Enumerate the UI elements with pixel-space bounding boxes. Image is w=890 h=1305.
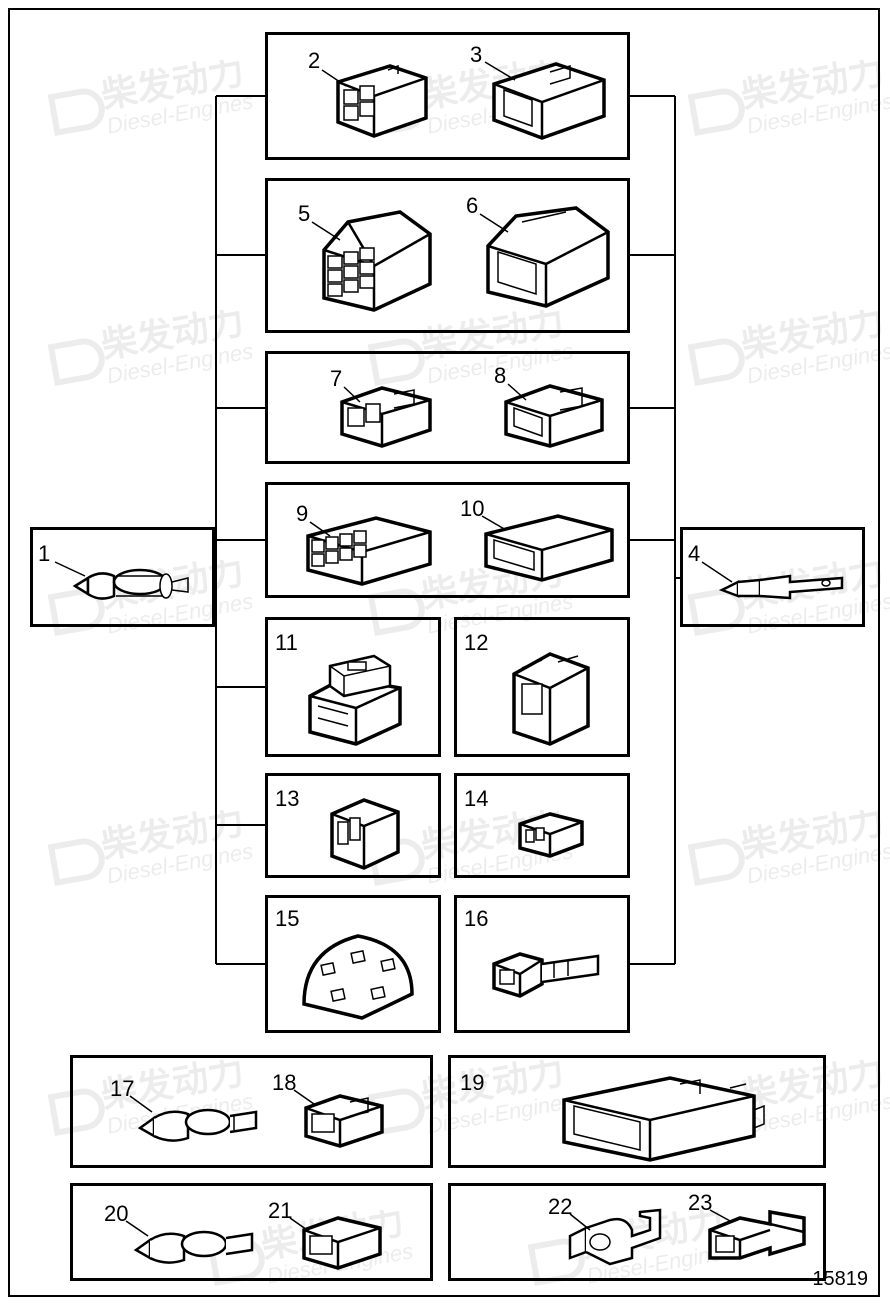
leader-23 xyxy=(0,0,890,1305)
diagram-id: 15819 xyxy=(812,1268,868,1291)
